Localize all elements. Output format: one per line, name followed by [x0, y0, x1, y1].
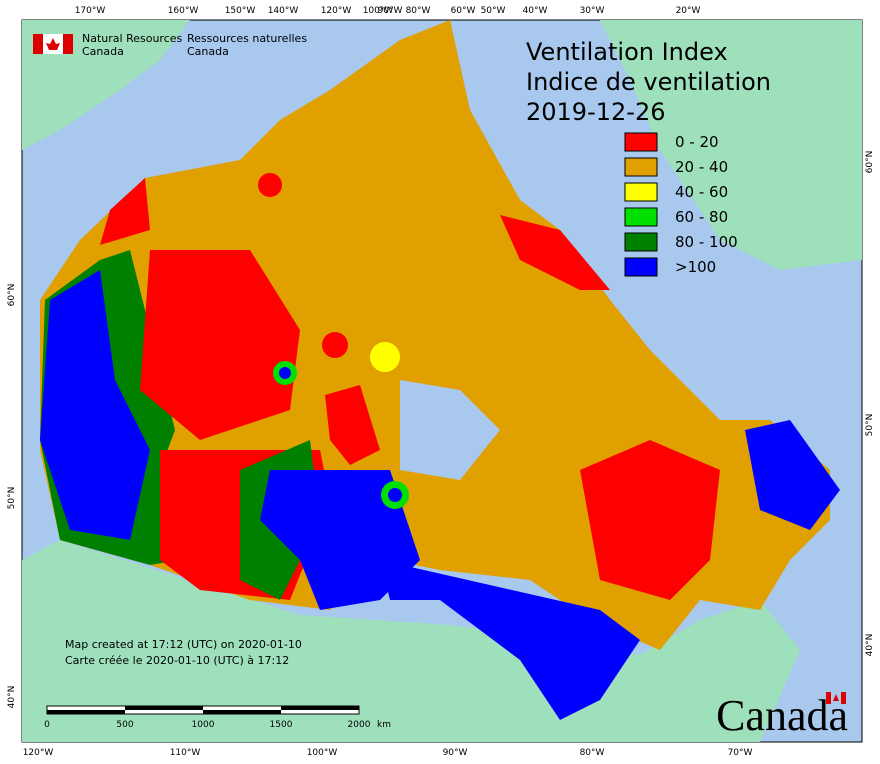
latitude-label: 40°N	[7, 686, 17, 709]
longitude-label: 120°W	[321, 6, 352, 16]
latitude-label: 40°N	[865, 634, 875, 657]
longitude-label: 160°W	[168, 6, 199, 16]
latitude-label: 50°N	[7, 487, 17, 510]
longitude-label: 70°W	[728, 748, 753, 758]
scale-label: 1000	[192, 720, 215, 730]
legend-swatch	[624, 232, 658, 252]
longitude-label: 40°W	[523, 6, 548, 16]
longitude-label: 90°W	[378, 6, 403, 16]
legend-swatch	[624, 207, 658, 227]
wordmark-flag	[826, 692, 846, 704]
agency-fr: Ressources naturelles	[187, 32, 307, 45]
longitude-label: 30°W	[580, 6, 605, 16]
scale-label: 2000	[348, 720, 371, 730]
agency-fr: Canada	[187, 45, 229, 58]
latitude-label: 60°N	[865, 151, 875, 174]
longitude-label: 60°W	[451, 6, 476, 16]
latitude-label: 50°N	[865, 414, 875, 437]
latitude-label: 60°N	[7, 284, 17, 307]
legend-label: 60 - 80	[675, 208, 728, 226]
longitude-label: 100°W	[307, 748, 338, 758]
longitude-label: 150°W	[225, 6, 256, 16]
scale-label: 0	[44, 720, 50, 730]
header: Natural Resources Canada Ressources natu…	[33, 32, 307, 58]
legend-swatch	[624, 182, 658, 202]
agency-en: Natural Resources	[82, 32, 183, 45]
scale-label: 500	[116, 720, 133, 730]
agency-en: Canada	[82, 45, 124, 58]
date: 2019-12-26	[526, 98, 665, 126]
legend-swatch	[624, 132, 658, 152]
note: Carte créée le 2020-01-10 (UTC) à 17:12	[65, 654, 289, 667]
longitude-label: 80°W	[406, 6, 431, 16]
longitude-label: 170°W	[75, 6, 106, 16]
title: Ventilation Index	[526, 38, 728, 66]
longitude-label: 20°W	[676, 6, 701, 16]
legend-label: 80 - 100	[675, 233, 738, 251]
longitude-label: 140°W	[268, 6, 299, 16]
longitude-label: 80°W	[580, 748, 605, 758]
legend: 0 - 20 20 - 40 40 - 60 60 - 80 80 - 100 >100	[624, 132, 738, 277]
legend-swatch	[624, 157, 658, 177]
longitude-label: 50°W	[481, 6, 506, 16]
longitude-label: 110°W	[170, 748, 201, 758]
title: Indice de ventilation	[526, 68, 771, 96]
longitude-label: 90°W	[443, 748, 468, 758]
longitude-label: 120°W	[23, 748, 54, 758]
legend-label: >100	[675, 258, 716, 276]
scale-unit: km	[377, 720, 391, 730]
canada-ventilation	[40, 20, 840, 720]
note: Map created at 17:12 (UTC) on 2020-01-10	[65, 638, 302, 651]
legend-label: 0 - 20	[675, 133, 719, 151]
legend-label: 20 - 40	[675, 158, 728, 176]
scale-label: 1500	[270, 720, 293, 730]
legend-label: 40 - 60	[675, 183, 728, 201]
legend-swatch	[624, 257, 658, 277]
longitude-label: 100°W	[363, 6, 394, 16]
graticule-labels: 170°W 160°W 150°W 140°W 120°W 100°W90°W 80°W 60…	[7, 6, 875, 758]
scale-bar: 0 500 1000 1500 2000 km	[44, 705, 391, 730]
